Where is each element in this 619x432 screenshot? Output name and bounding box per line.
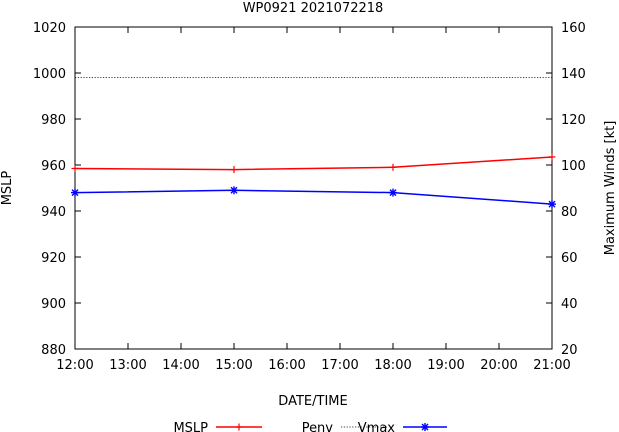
marker-stroke	[71, 189, 79, 197]
x-tick-label: 18:00	[374, 358, 411, 373]
y-tick-label-left: 960	[41, 159, 66, 174]
y-tick-label-right: 20	[561, 343, 578, 358]
legend-label: MSLP	[173, 421, 208, 432]
y-tick-label-right: 160	[561, 21, 586, 36]
x-tick-label: 12:00	[56, 358, 93, 373]
marker-stroke	[230, 186, 238, 194]
series-vmax	[71, 186, 556, 209]
legend-marker-mslp	[235, 423, 243, 431]
x-tick-label: 14:00	[162, 358, 199, 373]
data-point-vmax	[230, 186, 238, 195]
x-axis: 12:00 13:00 14:00 15:00 16:00 17:00 18:00 19:00…	[56, 27, 571, 373]
y-axis-label-left: MSLP	[0, 171, 15, 206]
data-point-mslp	[548, 153, 556, 161]
legend-label: Penv	[302, 421, 334, 432]
y-tick-label-right: 80	[561, 205, 578, 220]
x-tick-label: 19:00	[427, 358, 464, 373]
x-tick-label: 17:00	[321, 358, 358, 373]
data-point-vmax	[71, 188, 79, 197]
y-axis-label-right: Maximum Winds [kt]	[603, 121, 618, 256]
y-tick-label-right: 60	[561, 251, 578, 266]
x-tick-label: 21:00	[533, 358, 570, 373]
x-axis-label: DATE/TIME	[278, 394, 347, 409]
y-tick-label-left: 900	[41, 297, 66, 312]
data-point-mslp	[389, 163, 397, 171]
marker-stroke	[389, 189, 397, 197]
series-mslp	[71, 153, 556, 174]
y-tick-label-left: 920	[41, 251, 66, 266]
y-tick-label-left: 1020	[33, 21, 66, 36]
plot-frame	[74, 26, 553, 350]
legend: MSLP Penv Vmax	[173, 421, 447, 432]
y-tick-label-right: 140	[561, 67, 586, 82]
series-line-mslp	[74, 156, 553, 171]
y-tick-label-right: 40	[561, 297, 578, 312]
data-point-vmax	[389, 188, 397, 197]
y-tick-label-right: 120	[561, 113, 586, 128]
y-tick-label-right: 100	[561, 159, 586, 174]
chart-title: WP0921 2021072218	[243, 1, 384, 16]
y-tick-label-left: 980	[41, 113, 66, 128]
y-axis-right: 20 40 60 80 100 120 140 160	[561, 21, 586, 358]
legend-marker-vmax	[421, 423, 429, 431]
data-point-mslp	[230, 166, 238, 174]
x-tick-label: 13:00	[109, 358, 146, 373]
x-tick-label: 16:00	[268, 358, 305, 373]
data-point-mslp	[71, 164, 79, 172]
y-tick-label-left: 940	[41, 205, 66, 220]
marker-stroke	[548, 200, 556, 208]
y-axis-left: 880 900 920 940 960 980 1000 1020	[33, 21, 552, 358]
series-layer	[71, 77, 556, 209]
y-tick-label-left: 880	[41, 343, 66, 358]
marker-stroke	[421, 423, 429, 431]
x-tick-label: 20:00	[480, 358, 517, 373]
series-line-vmax	[74, 189, 553, 205]
x-tick-label: 15:00	[215, 358, 252, 373]
data-point-vmax	[548, 200, 556, 209]
y-tick-label-left: 1000	[33, 67, 66, 82]
plot-area	[74, 26, 553, 350]
legend-label: Vmax	[358, 421, 396, 432]
